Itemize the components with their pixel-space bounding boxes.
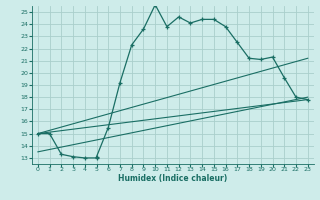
X-axis label: Humidex (Indice chaleur): Humidex (Indice chaleur) [118, 174, 228, 183]
